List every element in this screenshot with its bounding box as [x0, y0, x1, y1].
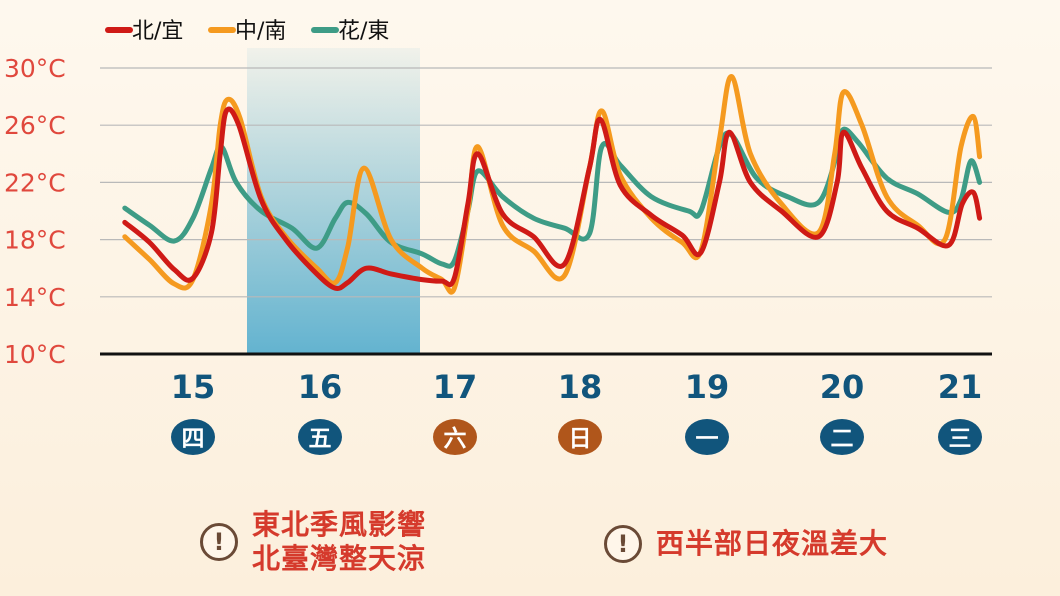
legend-label: 北/宜: [132, 19, 183, 44]
legend-label: 花/東: [338, 19, 389, 44]
weekday-label: 二: [831, 426, 854, 452]
x-tick-label: 16: [298, 368, 343, 406]
weekday-badge: [558, 419, 602, 455]
y-tick-label: 10°C: [4, 340, 66, 369]
x-tick-label: 19: [685, 368, 730, 406]
series-line: [122, 126, 983, 269]
series-line: [122, 106, 983, 292]
x-tick-label: 18: [558, 368, 603, 406]
note-text: 西半部日夜溫差大: [656, 527, 889, 560]
y-tick-label: 18°C: [4, 226, 66, 255]
exclamation-icon: !: [200, 523, 238, 561]
weekday-badge: [298, 419, 342, 455]
weekday-badge: [685, 419, 729, 455]
weekday-label: 五: [309, 426, 332, 452]
y-tick-label: 26°C: [4, 111, 66, 140]
x-tick-label: 21: [938, 368, 983, 406]
weekday-badge: [171, 419, 215, 455]
note-line-1: 東北季風影響: [252, 508, 427, 541]
weekday-label: 四: [182, 426, 205, 452]
weekday-label: 三: [949, 426, 972, 452]
weekday-badge: [938, 419, 982, 455]
x-tick-label: 20: [820, 368, 865, 406]
weekday-badge: [433, 419, 477, 455]
note-temperature-range: ! 西半部日夜溫差大: [604, 525, 888, 563]
note-text: 東北季風影響 北臺灣整天涼: [252, 508, 426, 576]
y-tick-label: 30°C: [4, 54, 66, 83]
weekday-label: 六: [444, 426, 467, 452]
x-tick-label: 17: [433, 368, 478, 406]
exclamation-icon: !: [604, 525, 642, 563]
y-tick-label: 14°C: [4, 283, 66, 312]
temperature-line-chart: 30°C 26°C 22°C 18°C 14°C 10°C 北/宜 中/南 花/東 15 四 16 五 1…: [4, 19, 992, 455]
note-northeast-monsoon: ! 東北季風影響 北臺灣整天涼: [200, 508, 426, 576]
legend-label: 中/南: [235, 19, 286, 44]
y-tick-label: 22°C: [4, 168, 66, 197]
note-line-2: 北臺灣整天涼: [252, 542, 427, 575]
weekday-label: 一: [696, 426, 719, 452]
weekday-badge: [820, 419, 864, 455]
weekday-label: 日: [569, 426, 592, 452]
x-tick-label: 15: [171, 368, 216, 406]
highlight-band: [247, 48, 420, 354]
notes-footer: ! 東北季風影響 北臺灣整天涼 ! 西半部日夜溫差大: [0, 470, 1060, 596]
series-line: [122, 74, 983, 295]
